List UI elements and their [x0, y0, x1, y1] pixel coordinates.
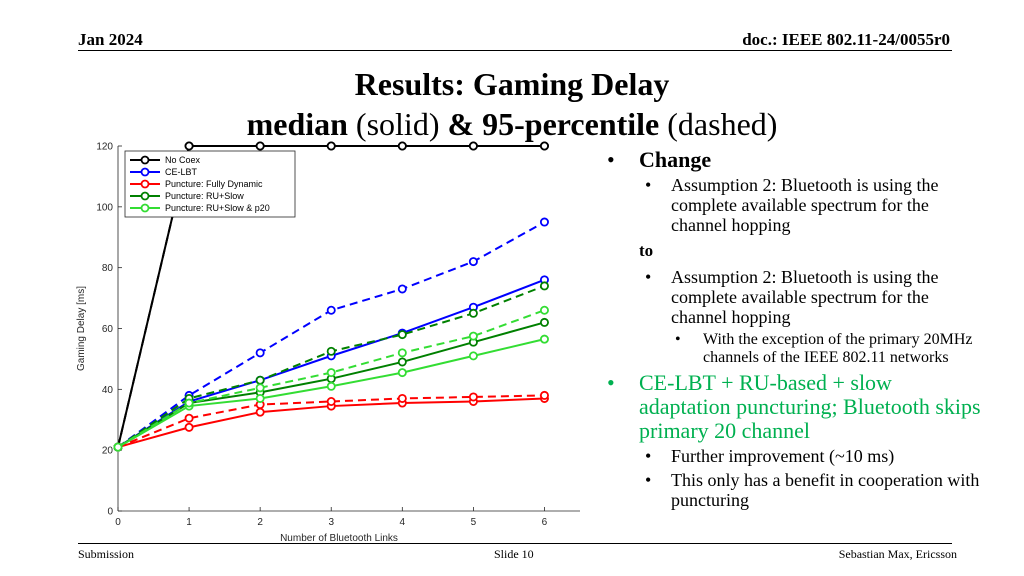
header-doc-id: doc.: IEEE 802.11-24/0055r0: [742, 30, 950, 49]
series-2-median-point: [255, 407, 265, 417]
series-4-p95-point: [113, 442, 123, 452]
x-tick-label: 1: [186, 517, 192, 528]
series-0-p95-point: [184, 141, 194, 151]
y-axis-label: Gaming Delay [ms]: [76, 286, 87, 371]
title-line-2: median (solid) & 95-percentile (dashed): [247, 106, 778, 142]
header-divider: [78, 50, 952, 51]
legend-label: Puncture: RU+Slow & p20: [165, 203, 270, 213]
title-p95: & 95-percentile: [447, 106, 660, 142]
series-2-median-point: [184, 422, 194, 432]
series-4-median-point: [326, 381, 336, 391]
series-4-median-point: [539, 334, 549, 344]
bullet-dot: •: [607, 370, 615, 395]
series-1-p95-point: [255, 348, 265, 358]
series-4-p95-point: [539, 305, 549, 315]
title-line-1: Results: Gaming Delay: [354, 66, 670, 102]
y-tick-label: 120: [96, 142, 113, 153]
header-date: Jan 2024: [78, 30, 143, 49]
series-1-p95-point: [539, 217, 549, 227]
legend-marker: [140, 167, 150, 177]
bullet-change-detail: • Assumption 2: Bluetooth is using the co…: [645, 175, 939, 235]
legend-label: No Coex: [165, 155, 201, 165]
series-2-p95-point: [539, 390, 549, 400]
series-4-p95-point: [468, 331, 478, 341]
y-tick-label: 40: [102, 385, 114, 396]
x-tick-label: 5: [471, 517, 477, 528]
bullet-dot: •: [645, 175, 652, 195]
bullet-main-result: • CE-LBT + RU-based + slow adaptation pun…: [607, 370, 981, 443]
bullet-list: • Change • Assumption 2: Bluetooth is usin…: [605, 148, 985, 514]
bullet-change: • Change: [607, 147, 712, 172]
title-solid: (solid): [347, 106, 448, 142]
series-4-p95-point: [397, 348, 407, 358]
series-0-p95-point: [539, 141, 549, 151]
slide-title: Results: Gaming Delay median (solid) & 9…: [0, 64, 1024, 144]
bullet-dot: •: [607, 147, 615, 172]
series-4-p95-point: [184, 398, 194, 408]
footer-slide-number: Slide 10: [494, 547, 534, 561]
series-0-p95-point: [255, 141, 265, 151]
series-0-p95-point: [326, 141, 336, 151]
series-2-p95-point: [326, 396, 336, 406]
legend-marker: [140, 191, 150, 201]
series-2-p95-point: [184, 413, 194, 423]
series-3-p95-point: [326, 346, 336, 356]
title-dashed: (dashed): [659, 106, 778, 142]
legend-label: Puncture: Fully Dynamic: [165, 179, 263, 189]
series-1-p95-point: [326, 305, 336, 315]
footer-author: Sebastian Max, Ericsson: [838, 547, 957, 561]
footer-divider: [78, 543, 952, 544]
bullet-exception: • With the exception of the primary 20MHz…: [675, 331, 973, 366]
x-tick-label: 6: [542, 517, 548, 528]
series-3-p95-point: [468, 308, 478, 318]
x-tick-label: 2: [257, 517, 263, 528]
series-3-p95-point: [539, 281, 549, 291]
x-tick-label: 4: [400, 517, 406, 528]
bullet-benefit: • This only has a benefit in cooperation …: [645, 470, 980, 510]
legend-label: Puncture: RU+Slow: [165, 191, 244, 201]
y-tick-label: 100: [96, 202, 113, 213]
series-3-median-point: [397, 357, 407, 367]
y-tick-label: 60: [102, 324, 114, 335]
series-0-p95-point: [468, 141, 478, 151]
legend-marker: [140, 179, 150, 189]
bullet-dot: •: [645, 446, 652, 466]
bullet-dot: •: [645, 470, 652, 490]
bullet-dot: •: [675, 331, 681, 348]
bullet-dot: •: [645, 267, 652, 287]
x-tick-label: 0: [115, 517, 121, 528]
series-3-median-point: [539, 317, 549, 327]
bullet-to: to: [639, 241, 654, 260]
x-axis-label: Number of Bluetooth Links: [280, 533, 398, 544]
series-0-p95-point: [397, 141, 407, 151]
footer-submission: Submission: [78, 547, 135, 561]
bullet-improvement: • Further improvement (~10 ms): [645, 446, 895, 466]
legend-marker: [140, 155, 150, 165]
series-4-median-point: [397, 368, 407, 378]
series-1-p95-point: [468, 257, 478, 267]
legend-label: CE-LBT: [165, 167, 198, 177]
series-1-p95-point: [397, 284, 407, 294]
chart-legend: No Coex CE-LBT Puncture: Fully Dynamic Punc…: [124, 150, 296, 218]
legend-marker: [140, 203, 150, 213]
series-4-median-point: [468, 351, 478, 361]
x-tick-label: 3: [328, 517, 334, 528]
chart-series: [113, 141, 549, 452]
series-4-p95-point: [255, 383, 265, 393]
title-median: median: [246, 106, 348, 142]
bullet-to-detail: • Assumption 2: Bluetooth is using the co…: [645, 267, 939, 327]
series-4-median-point: [255, 393, 265, 403]
y-tick-label: 80: [102, 263, 114, 274]
series-3-p95-point: [397, 330, 407, 340]
series-2-p95-point: [468, 392, 478, 402]
series-4-p95-point: [326, 368, 336, 378]
y-tick-label: 20: [102, 446, 114, 457]
series-3-p95-point: [255, 375, 265, 385]
series-2-p95-point: [397, 393, 407, 403]
y-tick-label: 0: [107, 507, 113, 518]
